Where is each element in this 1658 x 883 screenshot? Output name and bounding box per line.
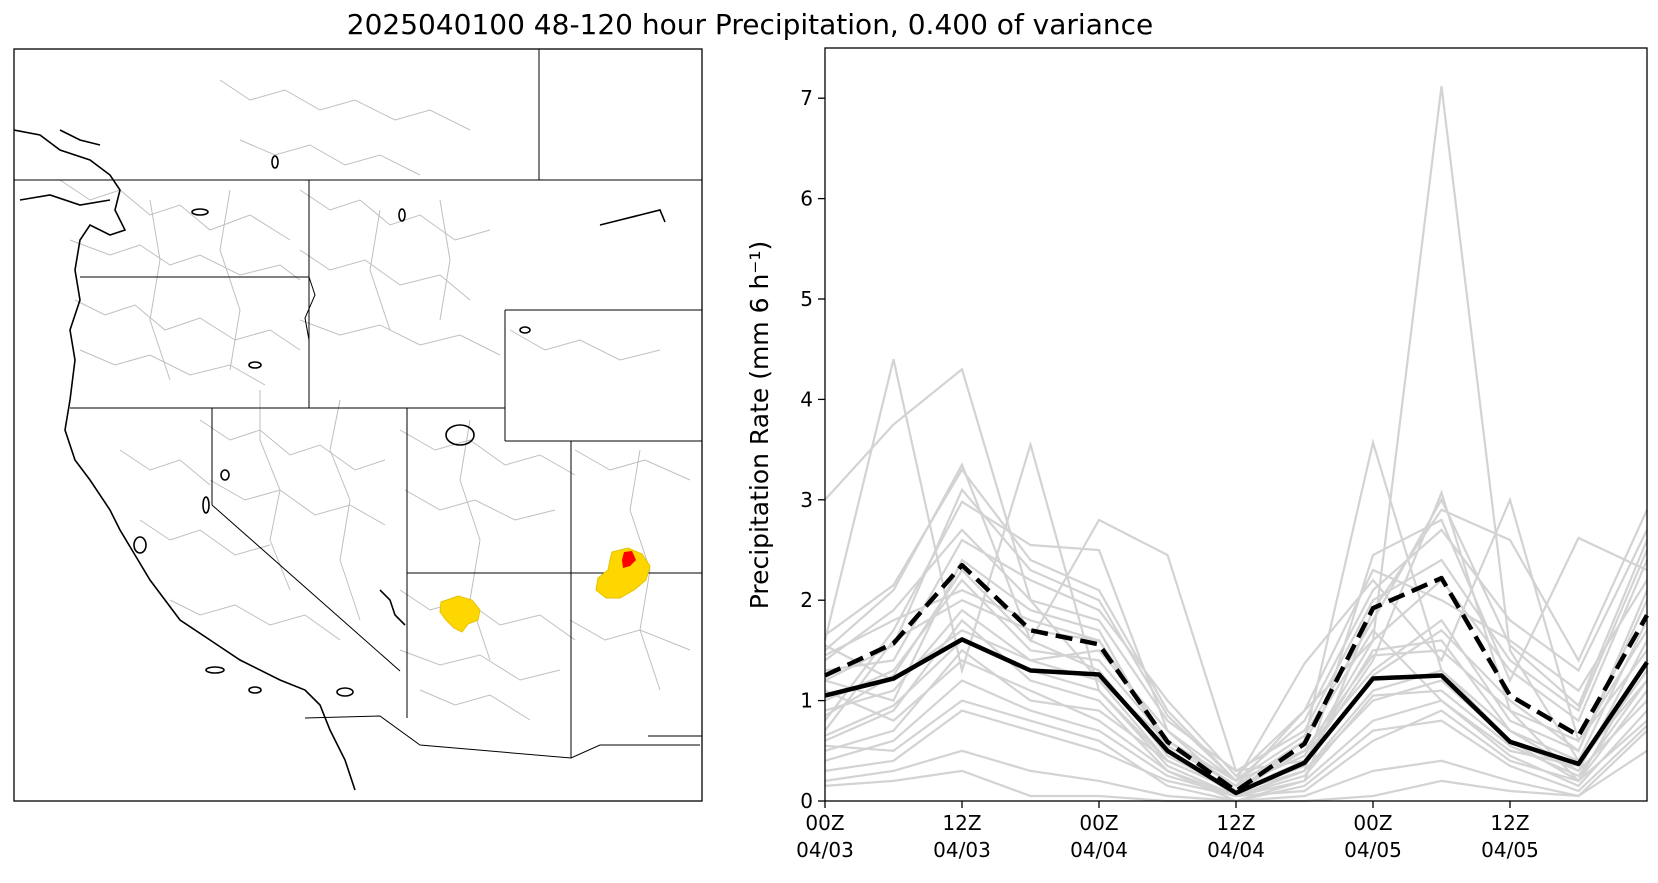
y-tick-label-4: 4 xyxy=(800,387,813,411)
y-tick-label-2: 2 xyxy=(800,588,813,612)
x-tick-label-date-3: 04/04 xyxy=(1207,838,1265,862)
x-tick-label-time-1: 12Z xyxy=(942,811,981,835)
x-tick-label-date-5: 04/05 xyxy=(1481,838,1539,862)
ensemble-members xyxy=(823,86,1649,803)
solid-black-series-line xyxy=(824,637,1649,796)
y-tick-label-0: 0 xyxy=(800,789,813,813)
x-tick-label-date-4: 04/05 xyxy=(1344,838,1402,862)
x-tick-label-date-2: 04/04 xyxy=(1070,838,1128,862)
focus-basin xyxy=(622,551,636,568)
y-tick-label-7: 7 xyxy=(800,86,813,110)
x-axis: 00Z 04/03 12Z 04/03 00Z 04/04 12Z 04/04 00Z 04/05… xyxy=(796,801,1539,862)
x-tick-label-time-0: 00Z xyxy=(805,811,844,835)
y-tick-label-6: 6 xyxy=(800,187,813,211)
highlighted-basin-utah xyxy=(439,595,481,633)
member-line-17 xyxy=(824,538,1648,778)
x-tick-label-time-5: 12Z xyxy=(1490,811,1529,835)
member-line-22 xyxy=(824,559,1649,788)
x-tick-label-time-3: 12Z xyxy=(1216,811,1255,835)
y-tick-label-5: 5 xyxy=(800,287,813,311)
state-borders xyxy=(14,49,702,759)
member-line-3 xyxy=(824,462,1648,783)
dashed-black-series-line xyxy=(824,562,1649,794)
watershed-boundaries xyxy=(59,79,691,721)
highlighted-basin-colorado xyxy=(595,547,651,599)
y-axis: 0 1 2 3 4 5 6 7 xyxy=(800,86,825,813)
x-tick-label-date-0: 04/03 xyxy=(796,838,854,862)
x-tick-label-time-2: 00Z xyxy=(1079,811,1118,835)
coastline xyxy=(14,129,666,791)
summary-series xyxy=(824,562,1649,796)
y-tick-label-1: 1 xyxy=(800,689,813,713)
x-tick-label-time-4: 00Z xyxy=(1353,811,1392,835)
member-line-24 xyxy=(824,487,1649,783)
member-line-9 xyxy=(824,528,1649,773)
plot-frame xyxy=(824,47,1648,802)
x-tick-label-date-1: 04/03 xyxy=(933,838,991,862)
y-axis-label: Precipitation Rate (mm 6 h⁻¹) xyxy=(745,241,774,610)
member-line-6 xyxy=(824,508,1649,803)
chart-title: 2025040100 48-120 hour Precipitation, 0.… xyxy=(346,8,1154,41)
map-frame xyxy=(13,48,703,802)
y-tick-label-3: 3 xyxy=(800,488,813,512)
